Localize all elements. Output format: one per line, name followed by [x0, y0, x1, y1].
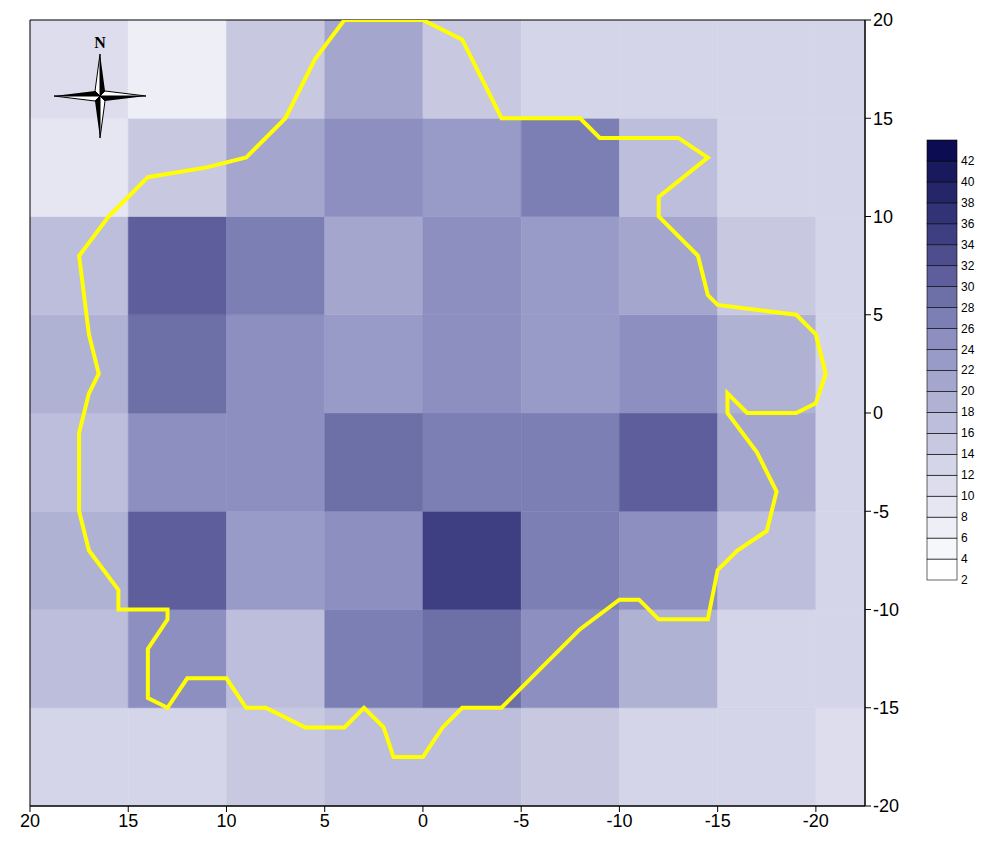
svg-text:-20: -20 [803, 811, 829, 831]
svg-text:36: 36 [961, 217, 975, 231]
svg-text:20: 20 [873, 10, 893, 30]
svg-text:15: 15 [118, 811, 138, 831]
svg-text:6: 6 [961, 531, 968, 545]
svg-text:5: 5 [873, 305, 883, 325]
svg-text:5: 5 [320, 811, 330, 831]
svg-text:32: 32 [961, 259, 975, 273]
svg-text:26: 26 [961, 322, 975, 336]
svg-text:15: 15 [873, 109, 893, 129]
svg-text:-15: -15 [873, 698, 899, 718]
svg-text:-20: -20 [873, 796, 899, 816]
svg-text:10: 10 [961, 489, 975, 503]
svg-text:2: 2 [961, 573, 968, 587]
svg-text:0: 0 [418, 811, 428, 831]
svg-text:28: 28 [961, 301, 975, 315]
svg-text:N: N [94, 34, 106, 51]
svg-text:42: 42 [961, 154, 975, 168]
svg-text:14: 14 [961, 447, 975, 461]
svg-text:16: 16 [961, 426, 975, 440]
svg-text:4: 4 [961, 552, 968, 566]
svg-text:22: 22 [961, 363, 975, 377]
svg-text:8: 8 [961, 510, 968, 524]
svg-text:30: 30 [961, 280, 975, 294]
svg-text:18: 18 [961, 405, 975, 419]
svg-text:-10: -10 [873, 600, 899, 620]
svg-text:10: 10 [873, 207, 893, 227]
svg-text:-15: -15 [705, 811, 731, 831]
svg-text:38: 38 [961, 196, 975, 210]
svg-text:0: 0 [873, 403, 883, 423]
svg-text:-5: -5 [513, 811, 529, 831]
svg-text:24: 24 [961, 343, 975, 357]
svg-text:34: 34 [961, 238, 975, 252]
svg-text:40: 40 [961, 175, 975, 189]
svg-text:12: 12 [961, 468, 975, 482]
svg-text:10: 10 [216, 811, 236, 831]
svg-text:20: 20 [20, 811, 40, 831]
svg-text:20: 20 [961, 384, 975, 398]
svg-text:-5: -5 [873, 502, 889, 522]
svg-text:-10: -10 [606, 811, 632, 831]
